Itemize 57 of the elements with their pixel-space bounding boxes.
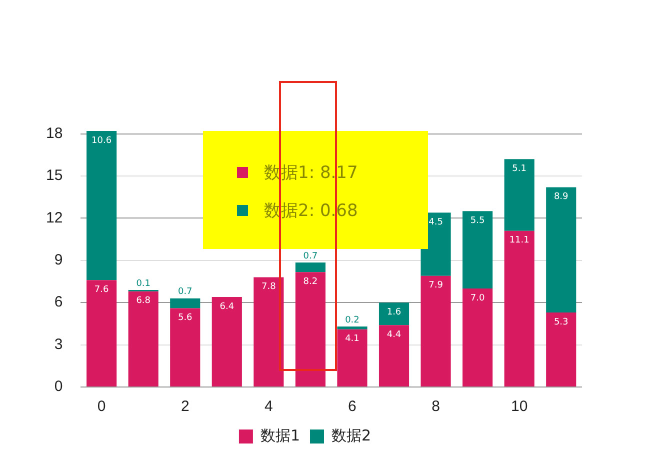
x-tick-label: 6 (348, 398, 356, 416)
data-label: 5.5 (470, 216, 485, 226)
data-label: 1.6 (386, 307, 402, 318)
bar (462, 288, 493, 386)
x-tick-label: 0 (97, 398, 106, 416)
data-label: 7.9 (428, 280, 444, 291)
data-label: 5.6 (178, 313, 193, 324)
bar (378, 302, 410, 326)
bar (254, 277, 284, 386)
bar (295, 262, 326, 272)
bar (86, 280, 117, 386)
bar (378, 325, 410, 386)
bar (170, 298, 200, 308)
bar (170, 308, 200, 386)
data-label: 6.4 (220, 302, 234, 312)
data-label: 0.7 (303, 251, 318, 262)
bar (504, 230, 534, 386)
data-label: 7.0 (470, 293, 485, 304)
data-label: 11.1 (509, 236, 530, 246)
data-label: 4.5 (428, 217, 443, 228)
data-label: 8.2 (303, 276, 318, 287)
data-label: 4.4 (386, 330, 402, 340)
bar (337, 329, 368, 386)
bar (462, 211, 493, 289)
y-tick-label: 15 (46, 167, 63, 184)
data-label: 4.1 (345, 334, 360, 344)
data-label: 6.8 (136, 296, 151, 306)
data-label: 10.6 (92, 136, 112, 146)
x-tick-label: 10 (510, 398, 528, 416)
y-tick-label: 18 (46, 124, 63, 142)
data-label: 0.2 (345, 315, 360, 326)
data-label: 0.1 (136, 278, 151, 289)
x-tick-label: 8 (432, 398, 440, 416)
x-tick-label: 4 (264, 398, 273, 416)
legend-label: 数据2 (332, 426, 372, 444)
y-tick-label: 6 (54, 294, 63, 311)
bar (128, 291, 158, 386)
bar (86, 131, 117, 280)
y-tick-label: 0 (54, 378, 63, 396)
data-label: 7.6 (94, 284, 109, 295)
legend-label: 数据1 (260, 426, 300, 444)
bar (337, 326, 368, 330)
data-label: 7.8 (262, 282, 276, 292)
y-tick-label: 12 (46, 209, 63, 226)
y-tick-label: 3 (54, 336, 63, 353)
data-label: 5.3 (554, 317, 568, 328)
bar (212, 296, 242, 386)
data-label: 5.1 (512, 164, 526, 174)
bar (420, 276, 451, 386)
x-tick-label: 2 (180, 398, 190, 416)
bar (546, 187, 576, 312)
bar (546, 312, 576, 386)
bar (295, 272, 326, 386)
data-label: 0.7 (178, 287, 192, 298)
bar (504, 159, 534, 231)
data-label: 8.9 (554, 192, 569, 202)
y-tick-label: 9 (54, 252, 63, 269)
